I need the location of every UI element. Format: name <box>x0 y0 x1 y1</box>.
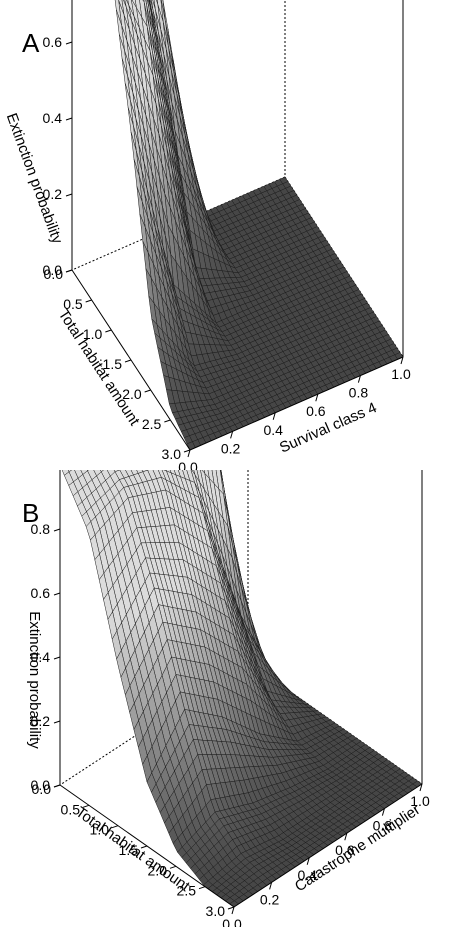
habitat-tick-label: 2.5 <box>142 416 162 432</box>
habitat-tick-label: 0.0 <box>32 781 52 797</box>
param-tick-label: 0.4 <box>263 422 283 438</box>
panel-letter: B <box>22 498 39 528</box>
z-tick <box>66 118 72 120</box>
z-tick <box>66 42 72 44</box>
surface-plot-b: 0.00.20.40.60.81.00.00.51.01.52.02.53.00… <box>0 470 474 927</box>
z-tick-label: 1.0 <box>31 470 51 473</box>
habitat-tick <box>105 330 111 332</box>
z-tick <box>54 721 60 723</box>
param-tick-label: 1.0 <box>391 366 411 382</box>
habitat-tick <box>145 390 151 392</box>
x-axis-title: Total habitat amount <box>55 306 144 429</box>
panel-b: 0.00.20.40.60.81.00.00.51.01.52.02.53.00… <box>0 470 474 927</box>
panel-letter: A <box>22 28 40 58</box>
param-tick-label: 0.2 <box>221 440 241 456</box>
panel-a: 0.00.20.40.60.81.00.00.51.01.52.02.53.00… <box>0 0 474 470</box>
surface-plot-a: 0.00.20.40.60.81.00.00.51.01.52.02.53.00… <box>0 0 474 470</box>
param-tick-label: 0.6 <box>306 403 326 419</box>
habitat-tick-label: 0.0 <box>44 266 64 282</box>
param-tick-label: 0.0 <box>222 916 242 927</box>
param-tick-label: 0.0 <box>178 459 198 470</box>
z-tick <box>54 529 60 531</box>
habitat-tick <box>86 300 92 302</box>
surface <box>72 0 403 450</box>
param-axis-title: Survival class 4 <box>277 399 379 456</box>
habitat-tick <box>164 420 170 422</box>
z-tick <box>66 194 72 196</box>
y-axis-title: Extinction probability <box>3 111 66 247</box>
habitat-tick <box>125 360 131 362</box>
param-tick-label: 0.8 <box>349 385 369 401</box>
z-tick-label: 0.4 <box>43 110 63 126</box>
y-axis-title: Extinction probability <box>26 611 43 749</box>
habitat-tick <box>54 785 60 787</box>
habitat-tick <box>66 270 72 272</box>
param-tick-label: 0.2 <box>260 891 280 907</box>
z-tick <box>54 657 60 659</box>
z-tick-label: 0.6 <box>31 585 51 601</box>
z-tick <box>54 593 60 595</box>
z-tick-label: 0.6 <box>43 34 63 50</box>
habitat-tick <box>199 887 205 889</box>
